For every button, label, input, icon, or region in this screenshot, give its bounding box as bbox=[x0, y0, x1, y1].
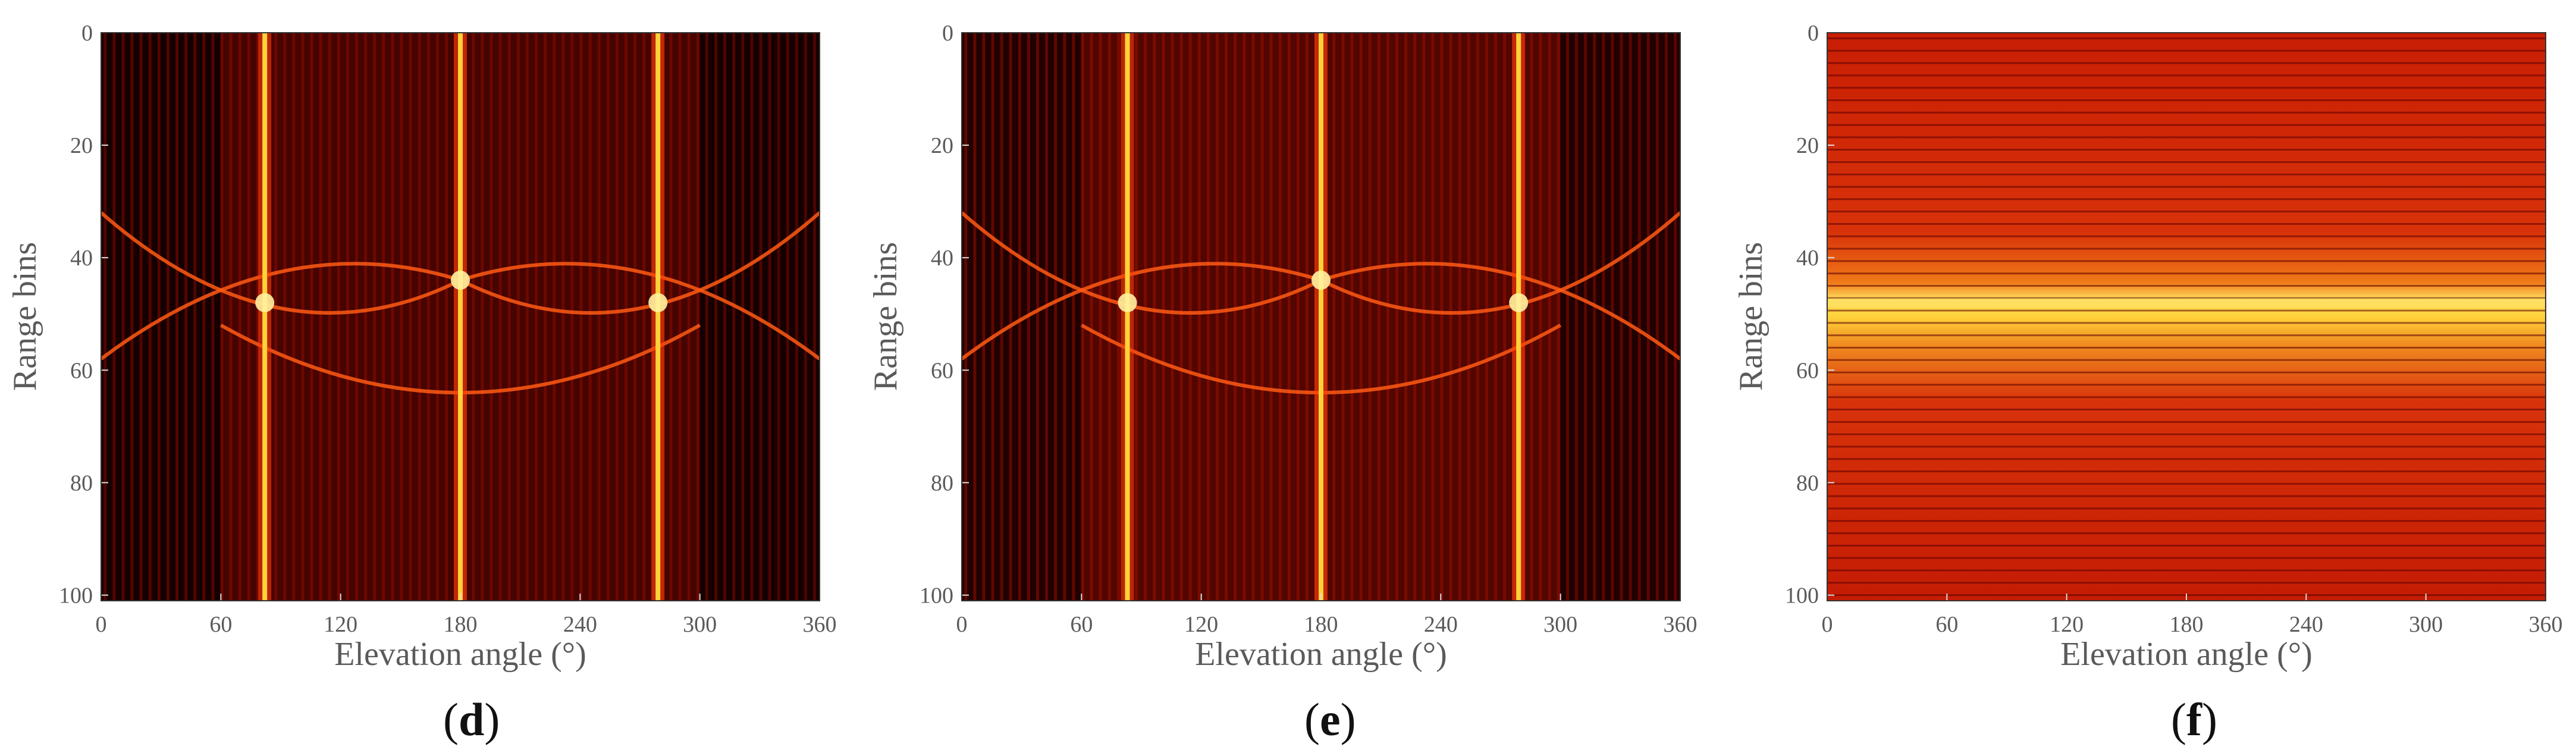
x-tick-label: 300 bbox=[1543, 612, 1577, 637]
x-tick-label: 0 bbox=[96, 612, 107, 637]
y-axis-label-f: Range bins bbox=[1733, 242, 1769, 391]
x-ticks-d: 0 60 120 180 240 300 360 bbox=[96, 594, 837, 637]
heatmap-f bbox=[1827, 37, 2546, 597]
y-axis-label-d: Range bins bbox=[7, 242, 43, 391]
x-tick-label: 240 bbox=[2289, 612, 2323, 637]
axes-frame bbox=[101, 32, 820, 601]
x-tick-label: 0 bbox=[1822, 612, 1833, 637]
x-tick-label: 120 bbox=[324, 612, 357, 637]
y-ticks-f: 0 20 40 60 80 100 bbox=[1785, 21, 1834, 608]
y-tick-label: 0 bbox=[942, 21, 953, 46]
y-tick-label: 80 bbox=[931, 470, 953, 495]
y-ticks-e: 0 20 40 60 80 100 bbox=[920, 21, 969, 608]
x-tick-label: 360 bbox=[1664, 612, 1698, 637]
panel-f: 0 60 120 180 240 300 360 0 20 40 60 80 100 Elevatio… bbox=[1733, 21, 2563, 673]
y-ticks-d: 0 20 40 60 80 100 bbox=[59, 21, 108, 608]
heatmap-e bbox=[962, 33, 1680, 601]
y-tick-label: 60 bbox=[1796, 358, 1819, 383]
x-tick-label: 180 bbox=[1304, 612, 1338, 637]
heatmap-d bbox=[101, 33, 820, 601]
x-ticks-f: 0 60 120 180 240 300 360 bbox=[1822, 594, 2563, 637]
caption-e: (e) bbox=[1304, 694, 1356, 745]
arc-trace bbox=[1320, 262, 1680, 360]
y-tick-label: 80 bbox=[1796, 470, 1819, 495]
x-tick-label: 60 bbox=[1935, 612, 1958, 637]
panel-d: 0 60 120 180 240 300 360 0 20 40 60 80 100 Elevatio… bbox=[7, 21, 837, 673]
x-tick-label: 300 bbox=[2409, 612, 2443, 637]
axes-frame bbox=[961, 32, 1681, 601]
x-tick-label: 300 bbox=[683, 612, 717, 637]
plot-area-f bbox=[1827, 33, 2546, 601]
intersection-spot bbox=[648, 293, 668, 312]
y-axis-label-e: Range bins bbox=[867, 242, 904, 391]
arc-trace bbox=[101, 211, 462, 315]
y-tick-label: 100 bbox=[59, 584, 93, 608]
x-tick-label: 120 bbox=[1184, 612, 1218, 637]
y-tick-label: 40 bbox=[1796, 246, 1819, 271]
y-tick-label: 100 bbox=[1785, 584, 1819, 608]
x-tick-label: 240 bbox=[563, 612, 597, 637]
x-tick-label: 360 bbox=[2529, 612, 2563, 637]
x-axis-label-d: Elevation angle (°) bbox=[334, 636, 586, 673]
arc-trace bbox=[460, 262, 820, 360]
x-axis-label-f: Elevation angle (°) bbox=[2060, 636, 2313, 673]
x-tick-label: 240 bbox=[1424, 612, 1458, 637]
caption-letter-d: d bbox=[458, 694, 485, 745]
x-tick-label: 180 bbox=[444, 612, 478, 637]
intersection-spot bbox=[1311, 271, 1331, 290]
x-ticks-e: 0 60 120 180 240 300 360 bbox=[956, 594, 1698, 637]
intersection-spot bbox=[1118, 293, 1137, 312]
x-tick-label: 120 bbox=[2050, 612, 2084, 637]
arc-trace bbox=[962, 262, 1322, 360]
arc-trace bbox=[101, 262, 461, 360]
intersection-spot bbox=[1509, 293, 1529, 312]
arc-trace bbox=[962, 211, 1322, 315]
arc-trace bbox=[459, 211, 820, 315]
caption-f: (f) bbox=[2171, 694, 2217, 745]
y-tick-label: 20 bbox=[931, 133, 953, 158]
x-tick-label: 360 bbox=[803, 612, 837, 637]
y-tick-label: 60 bbox=[931, 358, 953, 383]
caption-letter-e: e bbox=[1319, 694, 1341, 745]
y-tick-label: 60 bbox=[70, 358, 93, 383]
x-tick-label: 180 bbox=[2170, 612, 2204, 637]
y-tick-label: 80 bbox=[70, 470, 93, 495]
x-axis-label-e: Elevation angle (°) bbox=[1195, 636, 1447, 673]
y-tick-label: 0 bbox=[1808, 21, 1819, 46]
intersection-spot bbox=[451, 271, 470, 290]
x-tick-label: 0 bbox=[956, 612, 968, 637]
caption-letter-f: f bbox=[2186, 694, 2202, 745]
arc-trace bbox=[1320, 211, 1680, 315]
axes-frame bbox=[1827, 32, 2546, 601]
x-tick-label: 60 bbox=[209, 612, 232, 637]
panel-e: 0 60 120 180 240 300 360 0 20 40 60 80 100 Elevatio… bbox=[867, 21, 1698, 673]
x-tick-label: 60 bbox=[1070, 612, 1093, 637]
y-tick-label: 40 bbox=[931, 246, 953, 271]
intersection-spot bbox=[255, 293, 275, 312]
y-tick-label: 100 bbox=[920, 584, 953, 608]
y-tick-label: 0 bbox=[81, 21, 93, 46]
y-tick-label: 20 bbox=[1796, 133, 1819, 158]
y-tick-label: 40 bbox=[70, 246, 93, 271]
y-tick-label: 20 bbox=[70, 133, 93, 158]
caption-d: (d) bbox=[443, 694, 500, 745]
